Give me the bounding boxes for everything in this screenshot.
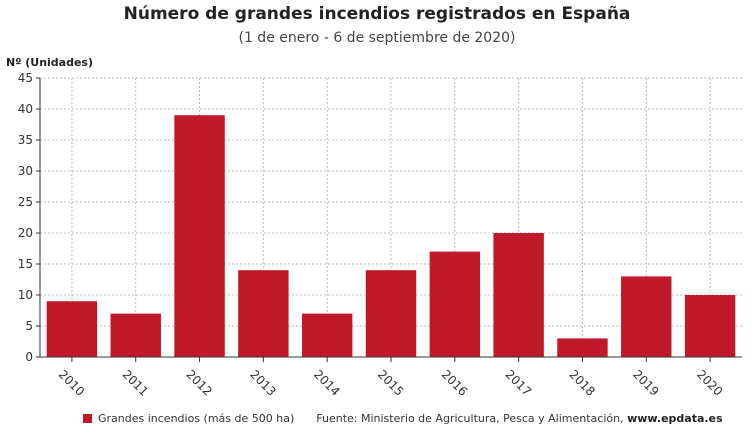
- bar-2018: [557, 338, 608, 357]
- y-tick-label: 5: [25, 319, 33, 333]
- y-tick-label: 10: [18, 288, 33, 302]
- chart-title: Número de grandes incendios registrados …: [123, 4, 631, 24]
- bar-2012: [174, 115, 225, 357]
- y-tick-label: 20: [18, 226, 33, 240]
- x-tick-label: 2012: [183, 367, 214, 398]
- x-tick-label: 2019: [630, 367, 661, 398]
- x-tick-label: 2015: [375, 367, 406, 398]
- bar-2017: [493, 233, 544, 357]
- y-tick-label: 35: [18, 133, 33, 147]
- x-tick-label: 2018: [566, 367, 597, 398]
- y-tick-label: 0: [25, 350, 33, 364]
- x-tick-label: 2016: [439, 367, 470, 398]
- legend: Grandes incendios (más de 500 ha) Fuente…: [83, 412, 723, 425]
- bar-2019: [621, 276, 672, 357]
- legend-swatch: [83, 414, 92, 423]
- bar-2014: [301, 313, 353, 357]
- source-text: Fuente: Ministerio de Agricultura, Pesca…: [316, 412, 624, 425]
- y-tick-label: 30: [18, 164, 33, 178]
- x-tick-label: 2010: [56, 367, 87, 398]
- y-tick-label: 15: [18, 257, 33, 271]
- y-tick-label: 40: [18, 102, 33, 116]
- bar-layer: [46, 115, 736, 357]
- bar-2016: [429, 251, 481, 357]
- bar-2015: [365, 270, 417, 357]
- bar-2010: [46, 301, 98, 357]
- x-tick-label: 2014: [311, 367, 342, 398]
- x-tick-label: 2011: [120, 367, 151, 398]
- bar-2011: [110, 313, 161, 357]
- legend-label: Grandes incendios (más de 500 ha): [98, 412, 295, 425]
- bar-2020: [684, 295, 736, 357]
- y-axis-label: Nº (Unidades): [6, 56, 94, 69]
- source-link[interactable]: www.epdata.es: [627, 412, 723, 425]
- y-tick-label: 45: [18, 71, 33, 85]
- y-tick-label: 25: [18, 195, 33, 209]
- x-tick-label: 2017: [503, 367, 534, 398]
- x-tick-label: 2013: [247, 367, 278, 398]
- bar-2013: [238, 270, 289, 357]
- chart-subtitle: (1 de enero - 6 de septiembre de 2020): [238, 30, 516, 46]
- x-tick-label: 2020: [694, 367, 725, 398]
